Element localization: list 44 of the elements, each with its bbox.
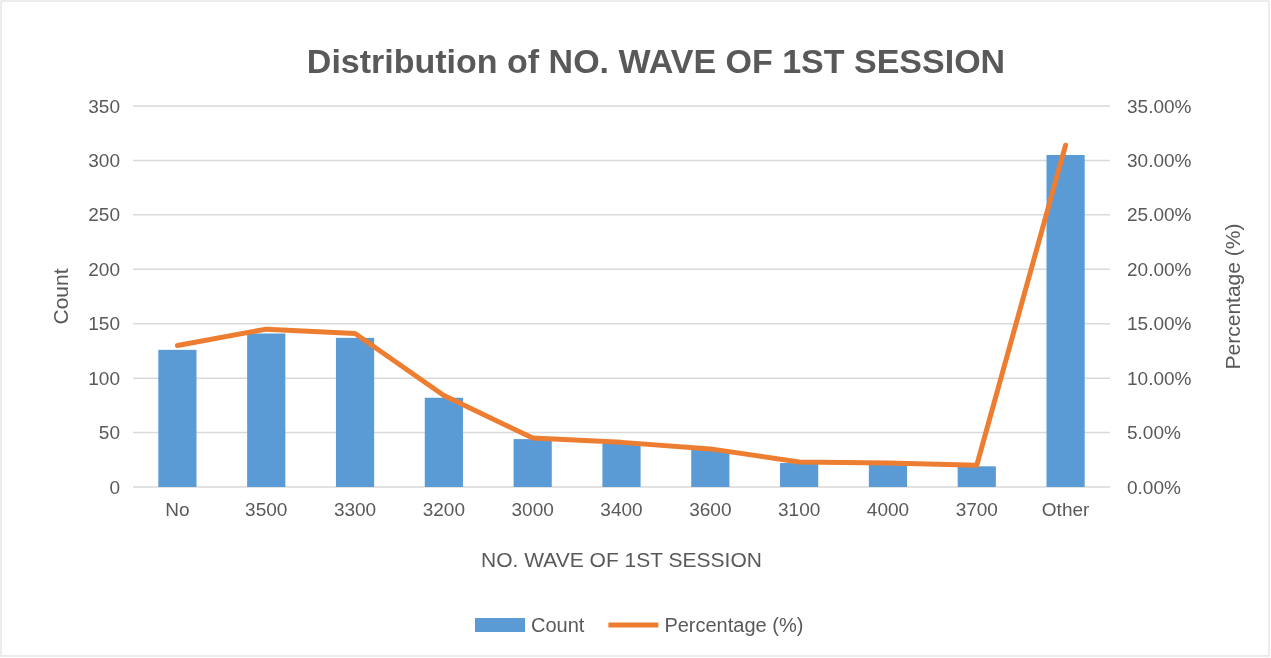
y2-tick-label: 25.00% (1127, 204, 1192, 226)
bar (691, 449, 730, 487)
x-tick-label: No (165, 498, 190, 520)
x-tick-label: 3500 (245, 498, 288, 520)
y2-tick-label: 10.00% (1127, 367, 1192, 389)
y2-tick-label: 30.00% (1127, 150, 1192, 172)
x-tick-label: 3600 (689, 498, 732, 520)
legend-label: Percentage (%) (664, 614, 804, 636)
chart-title: Distribution of NO. WAVE OF 1ST SESSION (306, 42, 1006, 80)
x-tick-label: 4000 (866, 498, 910, 520)
y2-tick-label: 5.00% (1127, 422, 1181, 444)
bar (1046, 154, 1085, 487)
y-tick-label: 0 (109, 476, 120, 498)
legend-label: Count (531, 614, 585, 636)
y2-tick-label: 20.00% (1127, 258, 1192, 280)
y2-axis-title: Percentage (%) (1221, 223, 1244, 370)
y-tick-label: 200 (88, 258, 120, 280)
x-tick-label: 3300 (333, 498, 377, 520)
y-tick-label: 250 (88, 204, 120, 226)
x-tick-label: 3700 (955, 498, 998, 520)
bar (957, 466, 996, 487)
y-tick-label: 50 (98, 422, 120, 444)
x-tick-label: 3400 (600, 498, 643, 520)
y-tick-label: 350 (88, 95, 120, 117)
bar (158, 349, 197, 487)
y-axis-title: Count (49, 268, 72, 325)
bar (602, 443, 641, 487)
y-tick-label: 100 (88, 367, 120, 389)
y2-tick-label: 0.00% (1127, 476, 1181, 498)
x-tick-label: 3100 (778, 498, 821, 520)
y-tick-label: 300 (88, 150, 120, 172)
x-tick-label: 3000 (511, 498, 554, 520)
bar (868, 464, 908, 487)
y-tick-label: 150 (88, 313, 120, 335)
bar (780, 463, 819, 487)
x-tick-label: Other (1041, 498, 1091, 520)
bar (335, 337, 375, 487)
bar (247, 333, 286, 487)
bar (513, 439, 552, 487)
bar (424, 397, 463, 487)
y2-tick-label: 35.00% (1127, 95, 1192, 117)
x-tick-label: 3200 (422, 498, 465, 520)
x-axis-title: NO. WAVE OF 1ST SESSION (481, 548, 762, 571)
y2-tick-label: 15.00% (1127, 313, 1192, 335)
